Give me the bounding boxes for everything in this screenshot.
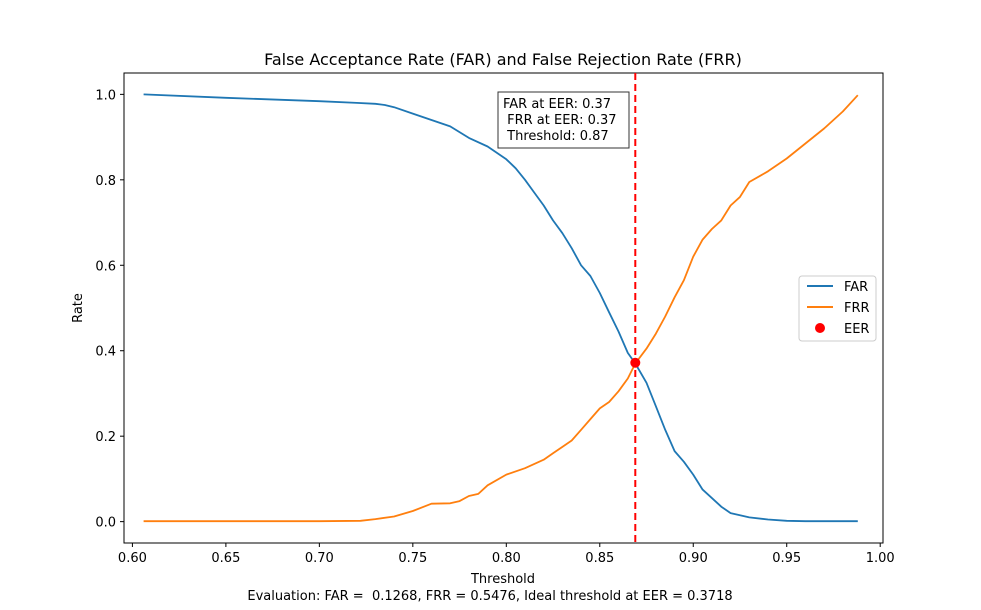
eer-annotation-box: FAR at EER: 0.37 FRR at EER: 0.37 Thresh…: [497, 91, 630, 149]
evaluation-caption: Evaluation: FAR = 0.1268, FRR = 0.5476, …: [247, 589, 732, 604]
x-tick-label: 0.85: [585, 551, 614, 566]
annotation-box-frame: [497, 91, 630, 149]
y-tick-label: 0.0: [95, 516, 116, 531]
series-layer: [143, 73, 859, 543]
legend: FAR FRR EER: [798, 275, 877, 342]
legend-label-far: FAR: [844, 280, 868, 295]
y-axis: 0.0 0.2 0.4 0.6 0.8 1.0: [95, 88, 124, 531]
x-tick-label: 0.90: [679, 551, 708, 566]
chart-title: False Acceptance Rate (FAR) and False Re…: [264, 50, 742, 69]
series-line-far: [143, 93, 858, 523]
annotation-line-far: FAR at EER: 0.37: [503, 97, 611, 112]
y-tick-label: 1.0: [95, 88, 116, 103]
x-tick-label: 0.80: [492, 551, 521, 566]
x-tick-label: 0.65: [211, 551, 240, 566]
eer-point: [630, 357, 641, 368]
annotation-line-threshold: Threshold: 0.87: [503, 129, 609, 144]
x-axis-label: Threshold: [470, 572, 535, 587]
x-tick-label: 0.70: [305, 551, 334, 566]
legend-label-frr: FRR: [844, 301, 870, 316]
y-axis-label: Rate: [71, 293, 86, 323]
x-axis: 0.60 0.65 0.70 0.75 0.80 0.85 0.90 0.95 1.00: [118, 543, 895, 566]
x-tick-label: 0.60: [118, 551, 147, 566]
series-line-frr: [143, 94, 859, 523]
y-tick-label: 0.6: [95, 259, 116, 274]
annotation-line-frr: FRR at EER: 0.37: [503, 113, 617, 128]
x-tick-label: 0.75: [398, 551, 427, 566]
x-tick-label: 1.00: [866, 551, 895, 566]
x-tick-label: 0.95: [772, 551, 801, 566]
y-tick-label: 0.8: [95, 174, 116, 189]
legend-label-eer: EER: [844, 322, 869, 337]
legend-swatch-eer: [815, 323, 825, 333]
y-tick-label: 0.2: [95, 430, 116, 445]
plot-frame: [123, 72, 884, 544]
y-tick-label: 0.4: [95, 345, 116, 360]
plot-area: [123, 72, 884, 544]
